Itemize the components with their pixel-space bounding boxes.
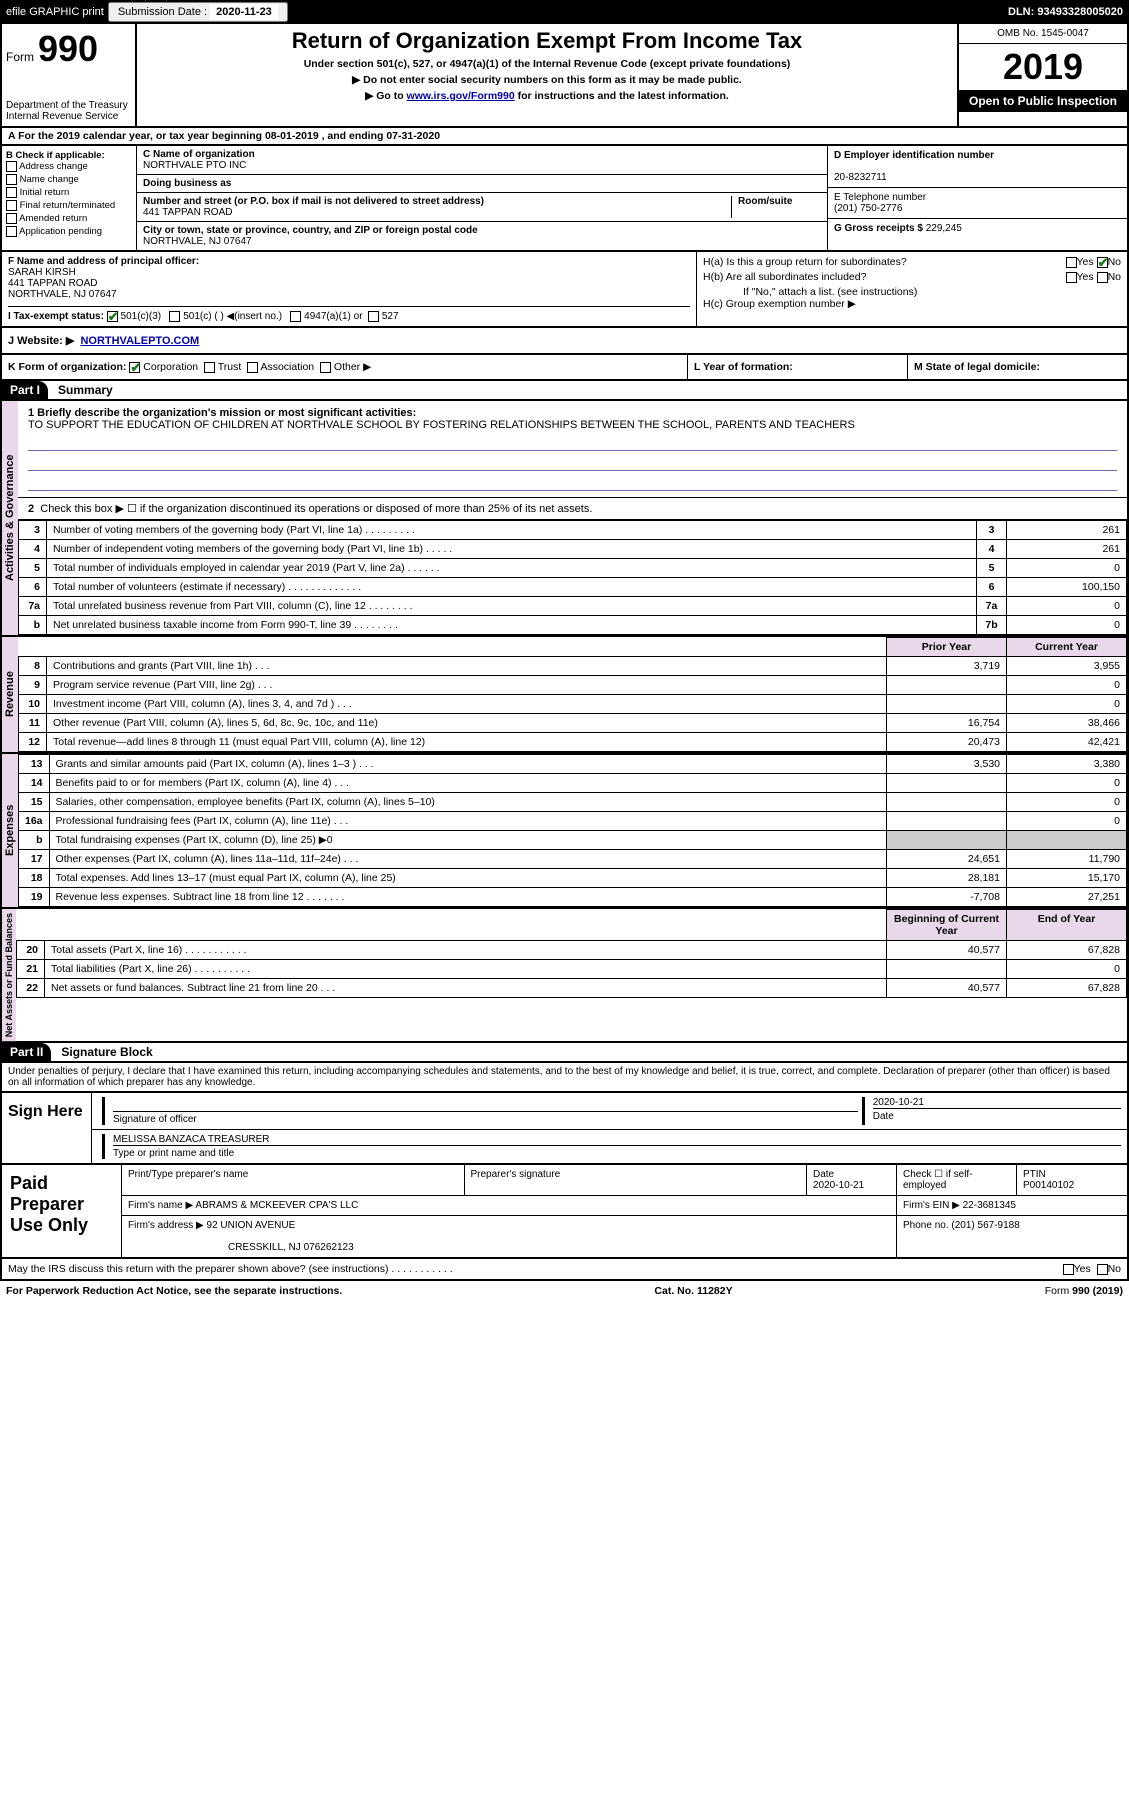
cb-other[interactable] [320,362,331,373]
sig-date: 2020-10-21 [873,1097,1121,1108]
org-name: NORTHVALE PTO INC [143,160,246,171]
footer: For Paperwork Reduction Act Notice, see … [0,1281,1129,1301]
col-b-checkboxes: B Check if applicable: Address change Na… [2,146,137,250]
telephone: (201) 750-2776 [834,203,902,214]
cb-corp[interactable] [129,362,140,373]
efile-label: efile GRAPHIC print [6,6,104,18]
revenue-table: Prior YearCurrent Year8Contributions and… [18,637,1127,752]
cb-4947[interactable] [290,311,301,322]
cb-trust[interactable] [204,362,215,373]
cb-assoc[interactable] [247,362,258,373]
form-title: Return of Organization Exempt From Incom… [141,28,953,54]
firm-name: ABRAMS & MCKEEVER CPA'S LLC [195,1200,358,1211]
cb-final-return[interactable] [6,200,17,211]
firm-ein: 22-3681345 [963,1200,1016,1211]
efile-header: efile GRAPHIC print Submission Date : 20… [0,0,1129,24]
officer-name: SARAH KIRSH [8,267,690,278]
cb-ha-no[interactable] [1097,257,1108,268]
line-a-period: A For the 2019 calendar year, or tax yea… [0,128,1129,146]
cb-name-change[interactable] [6,174,17,185]
form-990-label: Form 990 [6,28,131,70]
section-fh: F Name and address of principal officer:… [0,252,1129,328]
col-c-org-info: C Name of organization NORTHVALE PTO INC… [137,146,827,250]
side-netassets: Net Assets or Fund Balances [2,909,16,1041]
klm-row: K Form of organization: Corporation Trus… [0,355,1129,381]
discuss-row: May the IRS discuss this return with the… [0,1259,1129,1281]
ptin: P00140102 [1023,1180,1074,1191]
subtitle-2: ▶ Do not enter social security numbers o… [141,74,953,86]
activities-table: 3Number of voting members of the governi… [18,520,1127,635]
cb-501c3[interactable] [107,311,118,322]
cb-ha-yes[interactable] [1066,257,1077,268]
side-revenue: Revenue [2,637,18,752]
cb-app-pending[interactable] [6,226,17,237]
cb-501c-other[interactable] [169,311,180,322]
summary-section: Activities & Governance 1 Briefly descri… [0,401,1129,637]
side-activities: Activities & Governance [2,401,18,635]
org-city: NORTHVALE, NJ 07647 [143,236,252,247]
form-header: Form 990 Department of the Treasury Inte… [0,24,1129,128]
dln: DLN: 93493328005020 [1008,6,1123,18]
expenses-table: 13Grants and similar amounts paid (Part … [18,754,1127,907]
cb-discuss-no[interactable] [1097,1264,1108,1275]
cb-hb-yes[interactable] [1066,272,1077,283]
dept-treasury: Department of the Treasury Internal Reve… [6,100,131,122]
netassets-table: Beginning of Current YearEnd of Year20To… [16,909,1127,998]
irs-link[interactable]: www.irs.gov/Form990 [407,90,515,102]
cb-amended[interactable] [6,213,17,224]
cb-address-change[interactable] [6,161,17,172]
website-row: J Website: ▶ NORTHVALEPTO.COM [0,328,1129,355]
subtitle-1: Under section 501(c), 527, or 4947(a)(1)… [141,58,953,70]
subtitle-3: ▶ Go to www.irs.gov/Form990 for instruct… [141,90,953,102]
perjury-statement: Under penalties of perjury, I declare th… [0,1063,1129,1093]
officer-typed: MELISSA BANZACA TREASURER [113,1134,1121,1145]
org-address: 441 TAPPAN ROAD [143,207,232,218]
cb-discuss-yes[interactable] [1063,1264,1074,1275]
part-2-header: Part II [2,1043,51,1061]
firm-phone: (201) 567-9188 [951,1220,1019,1231]
open-public: Open to Public Inspection [959,90,1127,112]
tax-year: 2019 [959,44,1127,90]
col-d-ein: D Employer identification number20-82327… [827,146,1127,250]
gross-receipts: 229,245 [926,223,962,234]
cb-initial-return[interactable] [6,187,17,198]
sub-date-btn[interactable]: Submission Date : 2020-11-23 [108,2,288,22]
section-bcd: B Check if applicable: Address change Na… [0,146,1129,252]
side-expenses: Expenses [2,754,18,907]
ein: 20-8232711 [834,172,887,183]
paid-preparer-section: Paid Preparer Use Only Print/Type prepar… [0,1165,1129,1259]
omb-number: OMB No. 1545-0047 [959,24,1127,44]
signature-section: Sign Here Signature of officer 2020-10-2… [0,1093,1129,1165]
mission-text: TO SUPPORT THE EDUCATION OF CHILDREN AT … [28,419,1117,431]
cb-527[interactable] [368,311,379,322]
website-link[interactable]: NORTHVALEPTO.COM [80,335,199,347]
part-1-header: Part I [2,381,48,399]
cb-hb-no[interactable] [1097,272,1108,283]
